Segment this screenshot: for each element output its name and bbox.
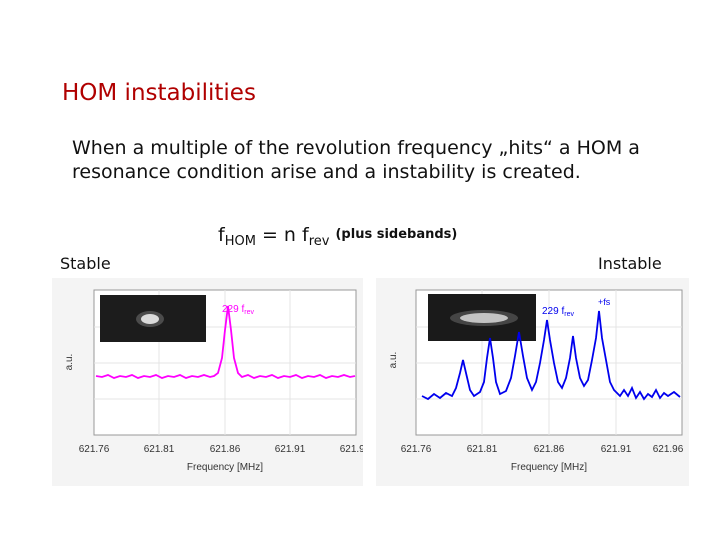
stable-label: Stable [60,254,111,273]
formula: fHOM = n frev (plus sidebands) [218,224,457,249]
beam-spot [460,313,508,323]
x-tick-label: 621.81 [144,444,175,455]
instable-spectrum-panel: 229 frev +fs a.u. 621.76 621.81 621.86 6… [376,278,689,486]
x-tick-label: 621.76 [79,444,110,455]
x-tick-label: 621.91 [601,444,632,455]
x-axis-label: Frequency [MHz] [511,462,587,473]
x-tick-label: 621.86 [534,444,565,455]
sideband-label: +fs [598,297,611,307]
x-axis-label: Frequency [MHz] [187,462,263,473]
formula-note: (plus sidebands) [335,227,458,242]
beam-spot [141,314,159,324]
formula-f: f [218,224,225,246]
stable-spectrum-panel: 229 frev a.u. 621.76 621.81 621.86 621.9… [52,278,371,486]
stable-spectrum-trace [95,305,356,379]
formula-rev-subscript: rev [308,234,330,249]
formula-equals: = n f [255,224,309,246]
y-axis-label: a.u. [388,352,399,369]
peak-label-229: 229 frev [222,304,254,316]
slide-title: HOM instabilities [62,80,256,106]
x-tick-label: 621.76 [401,444,432,455]
x-tick-label: 621.96 [340,444,363,455]
x-tick-label: 621.96 [653,444,684,455]
x-tick-label: 621.81 [467,444,498,455]
instable-label: Instable [598,254,662,273]
x-tick-label: 621.86 [210,444,241,455]
instable-spectrum-trace [421,310,681,401]
x-tick-label: 621.91 [275,444,306,455]
formula-hom-subscript: HOM [224,234,256,249]
peak-label-229: 229 frev [542,306,574,318]
slide-body-text: When a multiple of the revolution freque… [72,137,640,183]
y-axis-label: a.u. [64,354,75,371]
